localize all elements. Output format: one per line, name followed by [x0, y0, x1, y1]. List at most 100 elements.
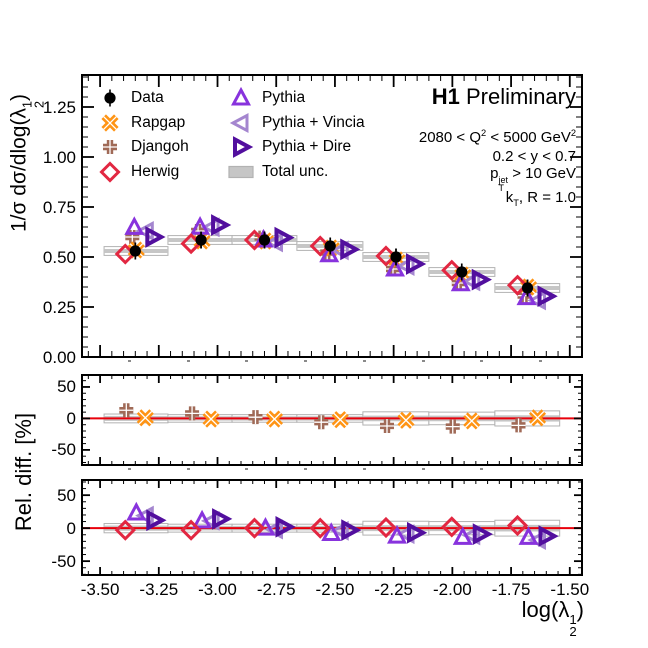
y-tick-label: 0.25 [42, 297, 76, 317]
dire-marker [405, 253, 427, 275]
dire-legend-icon [233, 136, 254, 158]
vestigial-tick-dot [186, 468, 190, 470]
vestigial-tick-dot [304, 360, 308, 362]
herwig-marker [180, 519, 202, 541]
x-tick-label: -1.75 [491, 580, 531, 599]
herwig-marker [441, 259, 463, 281]
pythia-marker [386, 524, 408, 544]
herwig-legend-icon [99, 160, 121, 183]
vestigial-tick-dot [245, 360, 249, 362]
legend-label: Pythia + Dire [262, 138, 352, 155]
vestigial-tick-dot [245, 468, 249, 470]
djangoh-marker [314, 415, 329, 430]
pt-cut-label: p jet T > 10 GeV [490, 165, 576, 194]
dire-series [146, 508, 559, 547]
legend-item-data: Data [96, 86, 164, 110]
djangoh-marker [511, 418, 526, 433]
djangoh-marker [379, 418, 394, 433]
data-marker [324, 237, 336, 255]
herwig-marker [375, 245, 397, 267]
rapgap-marker [136, 409, 154, 427]
y-tick-label: 0.75 [42, 197, 76, 217]
legend-item-unc: Total unc. [227, 160, 328, 184]
dire-marker [146, 509, 167, 532]
djangoh-legend-icon [103, 140, 117, 154]
pythia-marker [452, 526, 473, 545]
vestigial-tick-dot [538, 360, 542, 362]
dire-marker [537, 285, 558, 308]
vestigial-tick-dot [421, 360, 425, 362]
x-tick-label: -3.50 [80, 580, 120, 599]
djangoh-marker [185, 406, 200, 421]
dire-marker [274, 226, 295, 249]
y-tick-label: 1.25 [42, 97, 76, 117]
legend-label: Pythia + Vincia [262, 113, 365, 131]
pythia-marker [384, 257, 406, 277]
pythia-marker [516, 286, 537, 306]
dire-marker [340, 238, 361, 261]
legend-label: Rapgap [131, 113, 186, 131]
y-tick-label: -50 [51, 551, 76, 571]
legend-label: Djangoh [131, 138, 189, 155]
vincia-marker [264, 519, 283, 540]
dire-marker [145, 226, 166, 248]
y-tick-label: 0.50 [42, 247, 76, 267]
x-tick-label: -2.00 [432, 580, 472, 599]
legend-label: Herwig [131, 162, 180, 180]
vestigial-tick-dot [304, 468, 308, 470]
legend-item-herwig: Herwig [96, 160, 179, 184]
panel-frame [81, 74, 583, 358]
unc-legend-icon [228, 165, 254, 178]
x-tick-label: -2.25 [374, 580, 414, 599]
herwig-marker [375, 516, 397, 539]
pythia-marker [319, 243, 340, 263]
vestigial-tick-dot [480, 360, 484, 362]
vestigial-tick-dot [538, 468, 542, 470]
data-marker [258, 231, 271, 249]
y-tick-label: -50 [51, 440, 76, 460]
x-tick-label: -1.50 [550, 580, 590, 599]
data-marker [104, 89, 116, 107]
rapgap-marker [101, 113, 119, 132]
rapgap-marker [463, 412, 481, 430]
pt-superscript-subscript: jet T [498, 174, 509, 194]
herwig-marker [309, 517, 331, 539]
legend-label: Total unc. [262, 162, 329, 180]
y-tick-label: 1.00 [42, 147, 76, 167]
legend: Data Rapgap Djangoh Herwig Pythia Pythia + Vi… [96, 86, 396, 186]
data-series [129, 231, 534, 297]
bot-panel-plot [81, 479, 583, 576]
data-marker [129, 242, 141, 260]
y-tick-label: 0 [66, 408, 76, 428]
dire-marker [233, 136, 254, 158]
data-marker [456, 263, 468, 281]
dire-marker [471, 268, 492, 291]
vincia-marker [395, 524, 415, 545]
rapgap-marker [397, 411, 415, 429]
vincia-legend-icon [229, 112, 249, 133]
rapgap-marker [265, 410, 284, 428]
rapgap-marker [202, 410, 220, 428]
jet-algorithm-label: kT, R = 1.0 [505, 189, 576, 208]
herwig-marker [441, 516, 463, 538]
dire-marker [275, 515, 296, 538]
main-panel-plot [81, 74, 583, 358]
y-tick-label: 0.00 [42, 347, 76, 367]
axis-ticks [82, 375, 583, 465]
x-tick-label: -2.50 [315, 580, 355, 599]
data-marker [390, 248, 402, 266]
djangoh-marker [103, 140, 117, 154]
herwig-marker [243, 517, 266, 539]
data-marker [521, 279, 534, 297]
pythia-marker [230, 86, 252, 106]
legend-label: Data [131, 89, 164, 106]
herwig-marker [506, 274, 529, 296]
dire-series [145, 214, 558, 308]
pythia-series [124, 216, 537, 306]
legend-item-dire: Pythia + Dire [227, 135, 351, 159]
x-axis-title: log(λ 1 2) [521, 597, 584, 640]
vestigial-tick-dot [421, 468, 425, 470]
rapgap-marker [331, 411, 349, 429]
